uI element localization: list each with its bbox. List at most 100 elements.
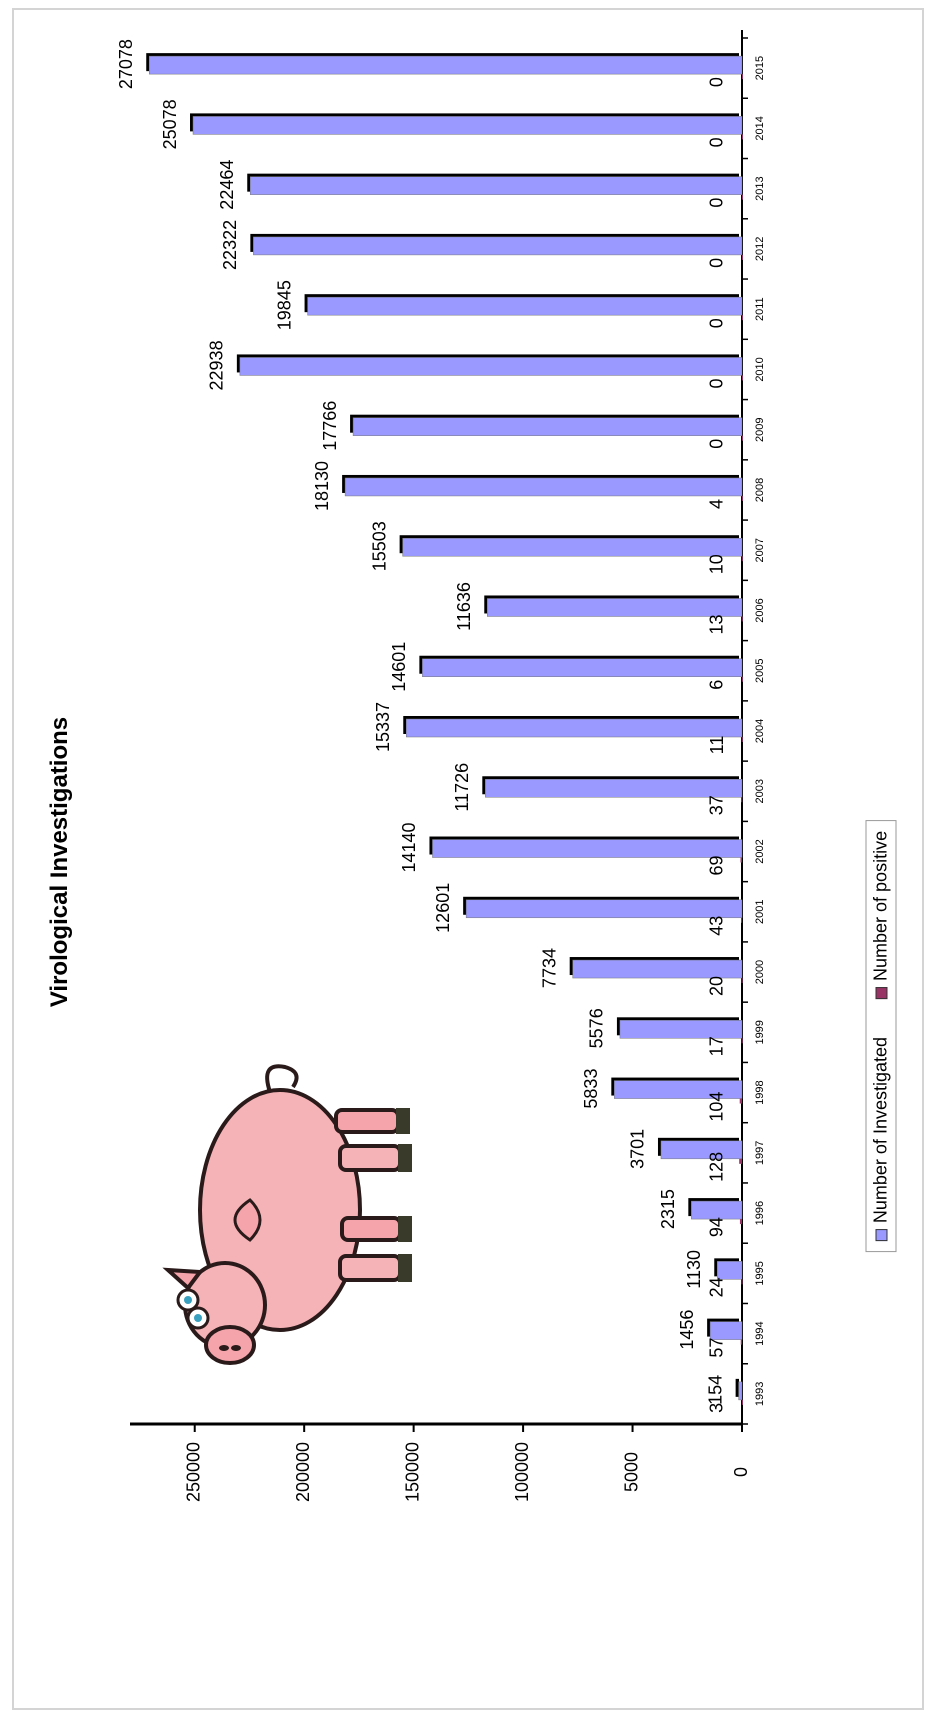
legend-label-investigated: Number of Investigated — [870, 1036, 891, 1224]
bar-positive — [739, 1219, 742, 1225]
bar-positive — [741, 1038, 743, 1044]
category-tick-label: 2002 — [754, 839, 766, 863]
bar-positive — [741, 737, 743, 742]
data-label-investigated: 14140 — [399, 822, 419, 872]
chart-title-text: Virological Investigations — [46, 716, 73, 1008]
data-label-positive: 17 — [707, 1036, 727, 1056]
bar-investigated — [239, 357, 743, 376]
category-tick-label: 2011 — [754, 297, 766, 321]
bar-investigated — [192, 116, 743, 135]
data-label-positive: 94 — [707, 1217, 727, 1237]
data-label-positive: 0 — [707, 137, 727, 147]
bar-investigated — [660, 1140, 743, 1160]
data-label-investigated: 2315 — [658, 1189, 678, 1229]
bar-investigated — [307, 296, 743, 316]
bar-investigated — [485, 779, 743, 798]
legend-swatch-positive — [875, 986, 887, 999]
category-tick-label: 1993 — [754, 1382, 766, 1406]
data-label-investigated: 5833 — [581, 1069, 601, 1109]
legend-swatch-investigated — [875, 1229, 887, 1242]
data-label-investigated: 1456 — [677, 1310, 697, 1350]
data-label-positive: 69 — [707, 856, 727, 876]
data-label-positive: 10 — [707, 554, 727, 574]
bar-positive — [739, 1098, 742, 1104]
data-label-investigated: 22464 — [217, 160, 237, 210]
data-label-positive: 128 — [707, 1152, 727, 1182]
chart-frame — [12, 8, 924, 1710]
data-label-positive: 0 — [707, 258, 727, 268]
bar-investigated — [402, 537, 743, 557]
data-label-investigated: 154 — [705, 1375, 725, 1405]
bar-positive — [742, 194, 743, 200]
bar-investigated — [487, 598, 743, 617]
category-tick-label: 2005 — [754, 658, 766, 682]
bar-shadow — [735, 1378, 739, 1397]
category-tick-label: 1994 — [754, 1321, 766, 1345]
data-label-positive: 0 — [707, 378, 727, 388]
bar-investigated — [709, 1321, 743, 1340]
data-label-positive: 11 — [707, 736, 727, 755]
bar-positive — [740, 1339, 742, 1345]
bar-positive — [742, 375, 743, 381]
bar-investigated — [422, 658, 743, 677]
category-tick-label: 2009 — [754, 417, 766, 441]
bar-positive — [741, 917, 743, 923]
data-label-positive: 104 — [707, 1092, 727, 1122]
data-label-positive: 0 — [707, 77, 727, 87]
category-tick-label: 2006 — [754, 598, 766, 622]
data-label-investigated: 7734 — [539, 948, 559, 988]
category-tick-label: 2003 — [754, 779, 766, 803]
bar-investigated — [738, 1381, 743, 1401]
data-label-investigated: 11726 — [452, 763, 472, 812]
category-tick-label: 2010 — [754, 357, 766, 381]
bar-positive — [741, 676, 743, 682]
data-label-investigated: 15503 — [369, 521, 389, 571]
bar-investigated — [352, 417, 743, 436]
value-tick-label: 200000 — [293, 1442, 313, 1502]
category-tick-label: 1996 — [754, 1201, 766, 1225]
category-tick-label: 2014 — [754, 116, 766, 140]
data-label-positive: 3 — [707, 1403, 727, 1413]
pig-icon — [162, 1064, 412, 1365]
category-tick-label: 2000 — [754, 960, 766, 984]
bar-investigated — [148, 55, 743, 75]
bar-investigated — [717, 1261, 743, 1280]
data-label-positive: 0 — [707, 439, 727, 449]
data-label-investigated: 17766 — [320, 401, 340, 451]
data-label-positive: 37 — [707, 795, 727, 815]
category-tick-label: 2012 — [754, 237, 766, 261]
value-tick-label: 0 — [731, 1467, 751, 1477]
data-label-positive: 24 — [707, 1277, 727, 1297]
bar-investigated — [253, 236, 743, 256]
category-tick-label: 1995 — [754, 1261, 766, 1285]
bar-investigated — [619, 1020, 743, 1039]
category-tick-label: 2013 — [754, 176, 766, 200]
bar-investigated — [432, 839, 743, 858]
bar-positive — [742, 254, 743, 260]
data-label-positive: 4 — [707, 499, 727, 509]
bar-investigated — [465, 899, 743, 919]
bar-investigated — [691, 1200, 743, 1220]
data-label-investigated: 11636 — [454, 582, 474, 631]
bar-positive — [742, 74, 743, 80]
data-label-investigated: 19845 — [274, 280, 294, 330]
category-tick-label: 1998 — [754, 1080, 766, 1104]
value-tick-label: 250000 — [183, 1442, 203, 1502]
data-label-investigated: 12601 — [433, 883, 453, 933]
bar-positive — [741, 616, 743, 622]
category-tick-label: 2015 — [754, 56, 766, 80]
data-label-positive: 20 — [707, 976, 727, 996]
category-tick-label: 2008 — [754, 478, 766, 502]
bar-positive — [741, 1399, 743, 1405]
bar-positive — [742, 435, 743, 441]
data-label-investigated: 1130 — [684, 1250, 704, 1289]
bar-positive — [742, 315, 743, 321]
bar-investigated — [614, 1080, 743, 1099]
chart-bars — [146, 53, 743, 1405]
data-label-investigated: 5576 — [587, 1008, 607, 1048]
bar-positive — [741, 978, 743, 984]
data-label-positive: 0 — [707, 198, 727, 208]
data-label-investigated: 22938 — [207, 340, 227, 390]
